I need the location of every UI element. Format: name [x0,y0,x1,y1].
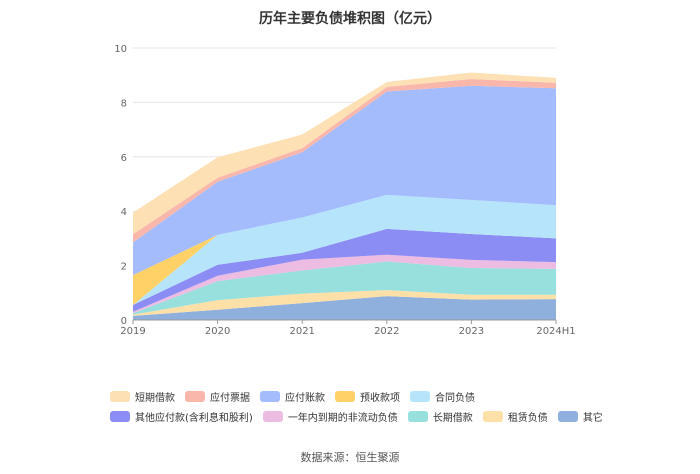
legend-swatch [335,390,355,402]
legend-swatch [260,390,280,402]
area-series-合同负债 [133,194,556,305]
legend-label: 其他应付款(含利息和股利) [135,412,253,424]
legend-row-2: 其他应付款(含利息和股利) 一年内到期的非流动负债 长期借款 租赁负债 其它 [110,408,613,424]
legend-swatch [110,410,130,422]
legend-label: 合同负债 [435,392,475,404]
legend-item[interactable]: 其它 [557,409,603,424]
x-tick-label: 2024H1 [536,326,575,337]
legend-swatch [407,410,428,422]
x-tick-label: 2022 [374,326,399,337]
x-tick-label: 2020 [205,326,230,337]
x-tick-label: 2023 [459,326,484,337]
legend-label: 应付票据 [210,392,250,404]
area-series-租赁负债 [133,290,556,316]
legend-label: 长期借款 [432,412,473,424]
y-tick-label: 6 [121,153,127,164]
y-tick-label: 8 [121,98,127,109]
legend-item[interactable]: 预收款项 [335,389,400,404]
legend-row-1: 短期借款 应付票据 应付账款 预收款项 合同负债 [110,388,485,404]
legend-label: 租赁负债 [507,412,548,424]
x-tick-label: 2019 [120,326,145,337]
area-series-应付账款 [133,85,556,276]
area-series-长期借款 [133,261,556,315]
data-source-note: 数据来源：恒生聚源 [300,451,400,464]
legend-item[interactable]: 其他应付款(含利息和股利) [110,409,253,424]
legend-label: 应付账款 [285,392,325,404]
area-series-其它 [133,296,556,320]
legend-item[interactable]: 应付票据 [185,389,250,404]
legend-swatch [262,410,283,422]
chart-plot-area: 0 2 4 6 8 10 2019 2020 2021 2022 2023 2024H1 [114,44,575,337]
x-tick-label: 2021 [289,326,314,337]
y-tick-label: 0 [121,316,127,327]
legend-swatch [410,390,430,402]
legend-item[interactable]: 租赁负债 [482,409,548,424]
legend-swatch [110,390,130,402]
legend-label: 其它 [582,412,603,424]
legend-label: 一年内到期的非流动负债 [287,412,398,424]
legend-item[interactable]: 一年内到期的非流动负债 [262,409,398,424]
legend-swatch [482,410,503,422]
area-series-其他应付款(含利息和股利) [133,228,556,312]
y-tick-label: 4 [121,207,127,218]
y-tick-label: 10 [114,44,127,55]
chart-title: 历年主要负债堆积图（亿元） [259,11,441,27]
legend-label: 预收款项 [360,392,400,404]
y-tick-label: 2 [121,262,127,273]
legend-item[interactable]: 合同负债 [410,389,475,404]
legend-swatch [557,410,578,422]
legend-item[interactable]: 短期借款 [110,389,175,404]
legend-item[interactable]: 长期借款 [407,409,473,424]
legend-swatch [185,390,205,402]
legend-label: 短期借款 [135,392,175,404]
legend-item[interactable]: 应付账款 [260,389,325,404]
